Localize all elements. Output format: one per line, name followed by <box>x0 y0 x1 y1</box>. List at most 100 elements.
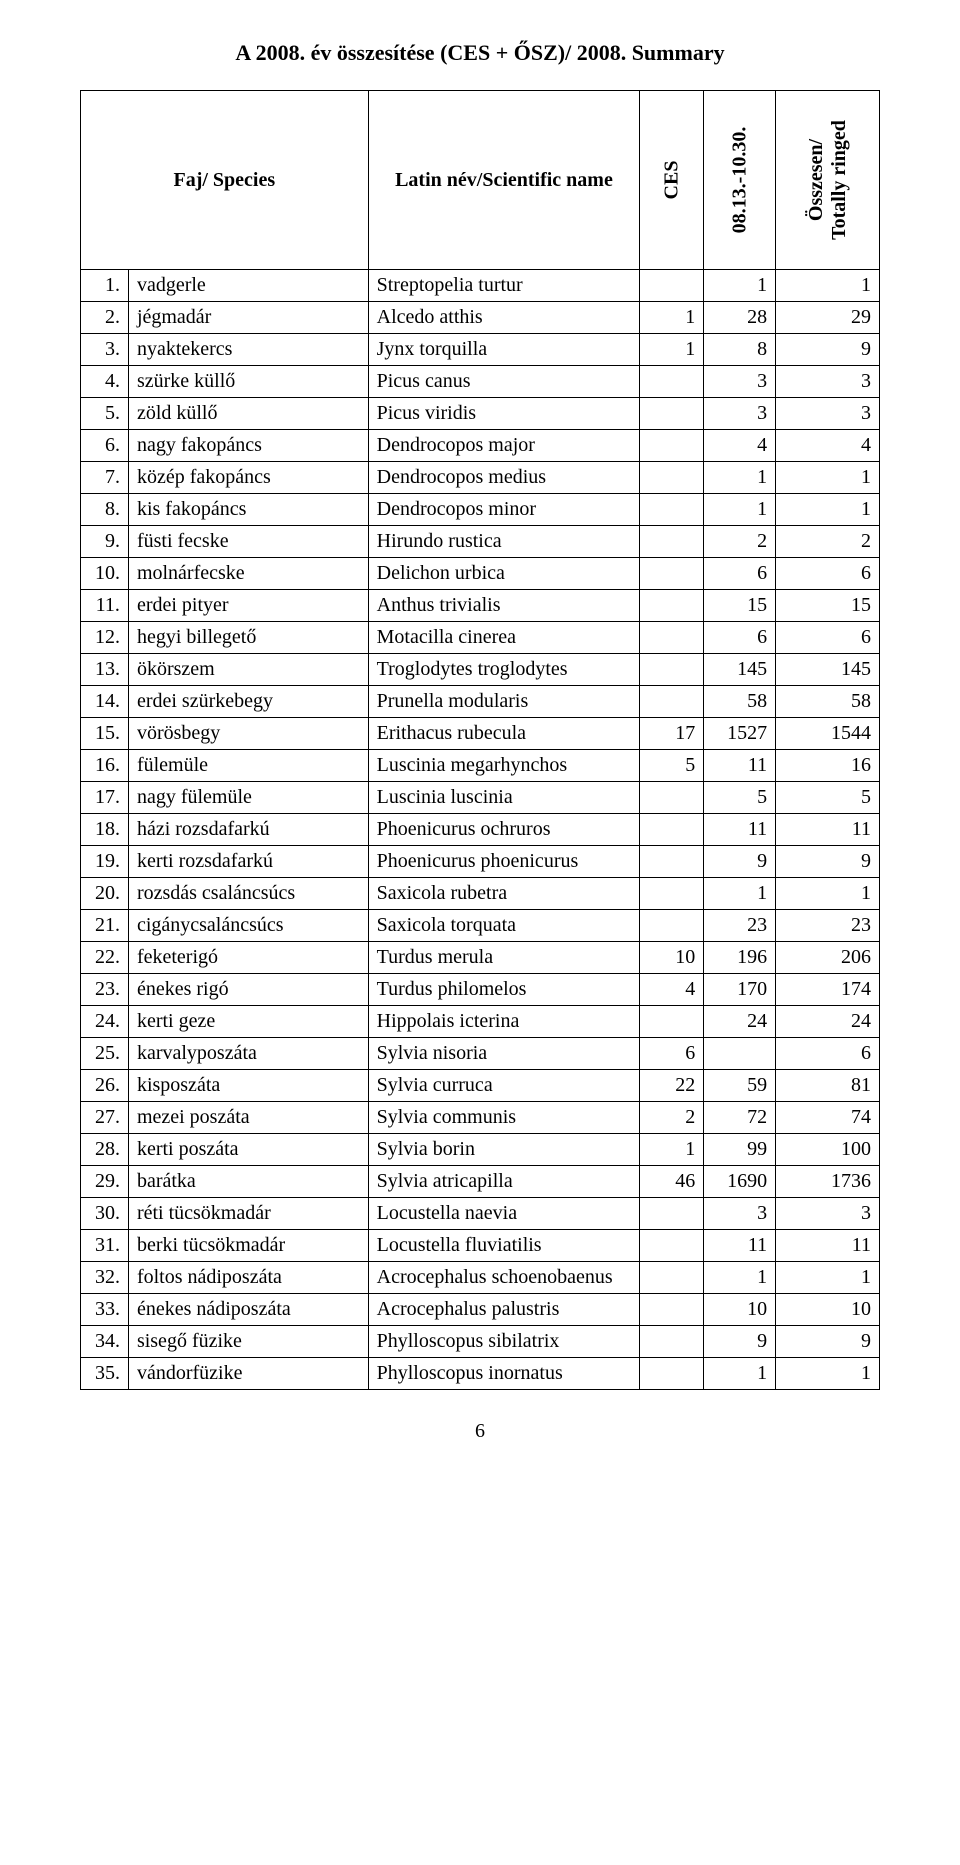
cell-latin: Acrocephalus palustris <box>368 1294 640 1326</box>
cell-name: vörösbegy <box>128 718 368 750</box>
cell-name: szürke küllő <box>128 366 368 398</box>
cell-total: 2 <box>776 526 880 558</box>
cell-latin: Sylvia atricapilla <box>368 1166 640 1198</box>
cell-date: 11 <box>704 750 776 782</box>
cell-name: zöld küllő <box>128 398 368 430</box>
table-row: 19.kerti rozsdafarkúPhoenicurus phoenicu… <box>81 846 880 878</box>
cell-date <box>704 1038 776 1070</box>
cell-latin: Turdus philomelos <box>368 974 640 1006</box>
cell-total: 9 <box>776 846 880 878</box>
cell-name: ökörszem <box>128 654 368 686</box>
cell-total: 9 <box>776 334 880 366</box>
cell-date: 6 <box>704 622 776 654</box>
table-row: 27.mezei poszátaSylvia communis27274 <box>81 1102 880 1134</box>
cell-latin: Saxicola torquata <box>368 910 640 942</box>
cell-total: 74 <box>776 1102 880 1134</box>
cell-date: 15 <box>704 590 776 622</box>
cell-ces <box>640 654 704 686</box>
cell-ces: 22 <box>640 1070 704 1102</box>
cell-name: jégmadár <box>128 302 368 334</box>
cell-date: 3 <box>704 1198 776 1230</box>
cell-date: 72 <box>704 1102 776 1134</box>
summary-table: Faj/ Species Latin név/Scientific name C… <box>80 90 880 1390</box>
cell-n: 27. <box>81 1102 129 1134</box>
cell-total: 1 <box>776 878 880 910</box>
cell-name: kerti rozsdafarkú <box>128 846 368 878</box>
cell-date: 6 <box>704 558 776 590</box>
page-title: A 2008. év összesítése (CES + ŐSZ)/ 2008… <box>80 40 880 66</box>
cell-total: 3 <box>776 398 880 430</box>
table-row: 28.kerti poszátaSylvia borin199100 <box>81 1134 880 1166</box>
cell-ces <box>640 590 704 622</box>
cell-name: karvalyposzáta <box>128 1038 368 1070</box>
cell-date: 1527 <box>704 718 776 750</box>
cell-ces <box>640 430 704 462</box>
cell-date: 58 <box>704 686 776 718</box>
cell-name: nagy fakopáncs <box>128 430 368 462</box>
cell-total: 81 <box>776 1070 880 1102</box>
table-row: 2.jégmadárAlcedo atthis12829 <box>81 302 880 334</box>
cell-ces <box>640 1262 704 1294</box>
cell-name: vadgerle <box>128 270 368 302</box>
cell-name: kerti poszáta <box>128 1134 368 1166</box>
cell-date: 4 <box>704 430 776 462</box>
cell-ces <box>640 1326 704 1358</box>
cell-latin: Dendrocopos major <box>368 430 640 462</box>
cell-ces <box>640 366 704 398</box>
cell-name: hegyi billegető <box>128 622 368 654</box>
cell-total: 23 <box>776 910 880 942</box>
cell-n: 4. <box>81 366 129 398</box>
table-row: 30.réti tücsökmadárLocustella naevia33 <box>81 1198 880 1230</box>
cell-name: erdei pityer <box>128 590 368 622</box>
cell-n: 11. <box>81 590 129 622</box>
cell-total: 24 <box>776 1006 880 1038</box>
cell-n: 14. <box>81 686 129 718</box>
cell-n: 16. <box>81 750 129 782</box>
cell-total: 1544 <box>776 718 880 750</box>
cell-latin: Dendrocopos medius <box>368 462 640 494</box>
cell-ces: 5 <box>640 750 704 782</box>
cell-name: énekes rigó <box>128 974 368 1006</box>
col-total: Összesen/Totally ringed <box>776 91 880 270</box>
cell-latin: Sylvia curruca <box>368 1070 640 1102</box>
cell-name: rozsdás csaláncsúcs <box>128 878 368 910</box>
cell-n: 6. <box>81 430 129 462</box>
cell-date: 145 <box>704 654 776 686</box>
cell-n: 13. <box>81 654 129 686</box>
cell-n: 20. <box>81 878 129 910</box>
table-row: 25.karvalyposzátaSylvia nisoria66 <box>81 1038 880 1070</box>
cell-total: 174 <box>776 974 880 1006</box>
cell-name: sisegő füzike <box>128 1326 368 1358</box>
cell-n: 3. <box>81 334 129 366</box>
col-species: Faj/ Species <box>81 91 369 270</box>
col-date: 08.13.-10.30. <box>704 91 776 270</box>
cell-ces <box>640 398 704 430</box>
cell-n: 30. <box>81 1198 129 1230</box>
cell-ces <box>640 1230 704 1262</box>
table-row: 3.nyaktekercsJynx torquilla189 <box>81 334 880 366</box>
cell-name: feketerigó <box>128 942 368 974</box>
table-row: 24.kerti gezeHippolais icterina2424 <box>81 1006 880 1038</box>
cell-date: 2 <box>704 526 776 558</box>
cell-ces <box>640 878 704 910</box>
cell-total: 11 <box>776 814 880 846</box>
cell-total: 1736 <box>776 1166 880 1198</box>
cell-latin: Luscinia megarhynchos <box>368 750 640 782</box>
table-row: 18.házi rozsdafarkúPhoenicurus ochruros1… <box>81 814 880 846</box>
table-row: 15.vörösbegyErithacus rubecula1715271544 <box>81 718 880 750</box>
table-row: 16.fülemüleLuscinia megarhynchos51116 <box>81 750 880 782</box>
cell-name: házi rozsdafarkú <box>128 814 368 846</box>
cell-date: 59 <box>704 1070 776 1102</box>
table-row: 32.foltos nádiposzátaAcrocephalus schoen… <box>81 1262 880 1294</box>
cell-name: fülemüle <box>128 750 368 782</box>
cell-ces <box>640 1198 704 1230</box>
cell-latin: Locustella fluviatilis <box>368 1230 640 1262</box>
cell-total: 15 <box>776 590 880 622</box>
cell-n: 21. <box>81 910 129 942</box>
cell-date: 1 <box>704 878 776 910</box>
cell-date: 1 <box>704 1262 776 1294</box>
table-row: 14.erdei szürkebegyPrunella modularis585… <box>81 686 880 718</box>
cell-latin: Locustella naevia <box>368 1198 640 1230</box>
cell-n: 1. <box>81 270 129 302</box>
cell-n: 5. <box>81 398 129 430</box>
